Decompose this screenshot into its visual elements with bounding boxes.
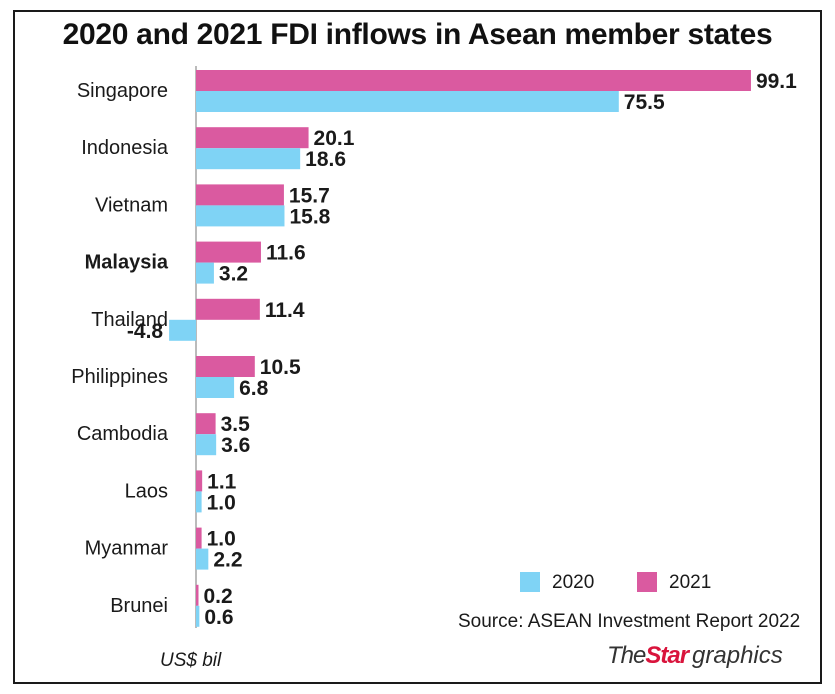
chart-title: 2020 and 2021 FDI inflows in Asean membe… — [62, 18, 773, 51]
bar-2020-singapore — [196, 91, 619, 112]
bar-2020-cambodia — [196, 434, 217, 456]
legend-label-2020: 2020 — [552, 572, 595, 593]
value-label-2021-laos: 1.1 — [207, 470, 237, 493]
brand-logo: TheStar graphics — [607, 642, 783, 670]
legend-swatch-2021 — [637, 572, 657, 592]
value-label-2021-malaysia: 11.6 — [266, 242, 306, 265]
value-label-2021-myanmar: 1.0 — [207, 528, 236, 551]
value-label-2020-laos: 1.0 — [207, 491, 236, 514]
brand-the: The — [607, 642, 646, 669]
bar-2021-malaysia — [196, 241, 261, 263]
chart-frame — [13, 10, 822, 684]
value-label-2020-singapore: 75.5 — [624, 91, 665, 114]
category-label-philippines: Philippines — [71, 366, 168, 388]
value-label-2021-thailand: 11.4 — [265, 299, 305, 322]
brand-graphics: graphics — [692, 642, 783, 669]
bar-2020-brunei — [196, 605, 200, 627]
value-label-2021-indonesia: 20.1 — [314, 127, 355, 150]
value-label-2021-brunei: 0.2 — [204, 585, 233, 608]
bar-2021-indonesia — [196, 127, 309, 149]
category-label-laos: Laos — [125, 480, 168, 502]
value-label-2020-indonesia: 18.6 — [305, 148, 346, 171]
brand-star: Star — [645, 642, 689, 669]
category-label-malaysia: Malaysia — [85, 252, 169, 274]
category-label-myanmar: Myanmar — [85, 538, 169, 560]
value-label-2020-philippines: 6.8 — [239, 377, 269, 400]
bar-2020-laos — [196, 491, 202, 513]
category-label-brunei: Brunei — [110, 595, 168, 617]
legend-label-2021: 2021 — [669, 572, 712, 593]
category-label-vietnam: Vietnam — [95, 194, 168, 216]
bar-2020-malaysia — [196, 262, 214, 284]
legend-item-2021: 2021 — [637, 572, 711, 594]
value-label-2020-myanmar: 2.2 — [213, 549, 242, 572]
value-label-2021-vietnam: 15.7 — [289, 184, 330, 207]
value-label-2020-thailand: -4.8 — [127, 320, 164, 343]
bar-2020-thailand — [169, 319, 196, 341]
bar-2021-laos — [196, 470, 203, 492]
value-label-2020-brunei: 0.6 — [204, 606, 233, 629]
bar-2021-philippines — [196, 356, 255, 377]
bar-2021-cambodia — [196, 413, 216, 435]
value-label-2021-philippines: 10.5 — [260, 356, 301, 379]
bar-2020-vietnam — [196, 205, 285, 227]
bar-2020-myanmar — [196, 548, 209, 570]
legend-swatch-2020 — [520, 572, 540, 592]
category-label-indonesia: Indonesia — [81, 137, 169, 159]
value-label-2020-cambodia: 3.6 — [221, 434, 250, 457]
source-note: Source: ASEAN Investment Report 2022 — [458, 611, 801, 632]
bar-2021-brunei — [196, 584, 199, 606]
category-label-cambodia: Cambodia — [77, 423, 169, 445]
bar-2020-indonesia — [196, 148, 301, 170]
legend-item-2020: 2020 — [520, 572, 594, 594]
value-label-2020-malaysia: 3.2 — [219, 263, 248, 286]
value-label-2021-cambodia: 3.5 — [221, 413, 251, 436]
value-label-2020-vietnam: 15.8 — [289, 205, 330, 228]
bar-2021-vietnam — [196, 184, 284, 206]
category-label-singapore: Singapore — [77, 80, 168, 102]
bar-2020-philippines — [196, 377, 235, 398]
value-label-2021-singapore: 99.1 — [756, 70, 797, 93]
unit-label: US$ bil — [160, 650, 222, 671]
bar-2021-singapore — [196, 70, 751, 91]
bar-2021-thailand — [196, 298, 260, 320]
category-label-thailand: Thailand — [91, 309, 168, 331]
bar-2021-myanmar — [196, 527, 202, 549]
